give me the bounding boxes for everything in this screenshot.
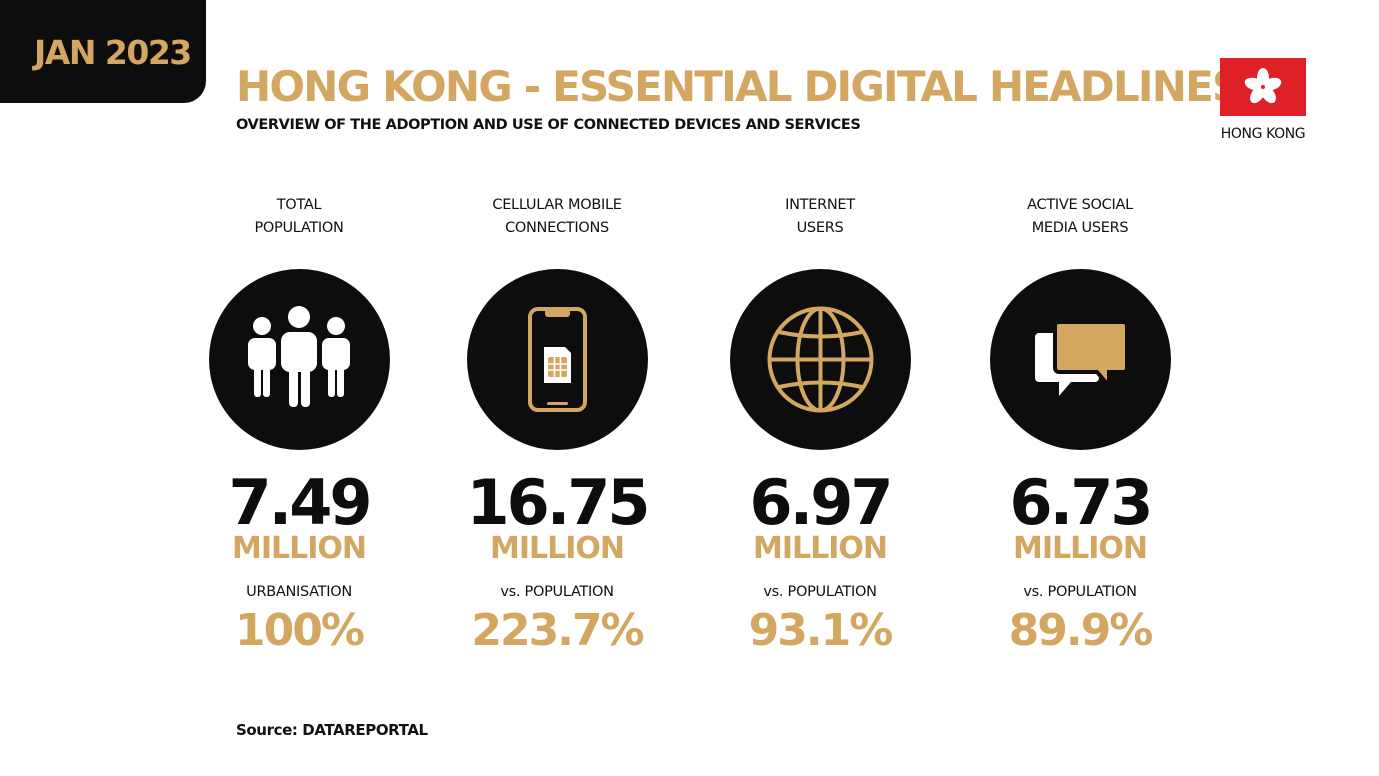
stat-sub-label: vs. POPULATION — [500, 584, 614, 600]
page-title: HONG KONG - ESSENTIAL DIGITAL HEADLINES — [236, 62, 1242, 111]
stat-unit: MILLION — [489, 531, 625, 566]
stat-value: 16.75 — [466, 466, 650, 539]
stat-unit: MILLION — [1012, 531, 1148, 566]
icon-circle — [466, 269, 648, 450]
mobile-phone-sim-icon — [527, 307, 587, 412]
icon-circle — [208, 269, 390, 450]
people-icon — [247, 306, 350, 407]
stat-sub-value: 100% — [235, 605, 365, 656]
stat-label: CELLULAR MOBILE CONNECTIONS — [492, 197, 622, 236]
stat-sub-label: URBANISATION — [246, 584, 352, 600]
stat-value: 6.73 — [1009, 466, 1154, 539]
stat-active-social-media-users: ACTIVE SOCIAL MEDIA USERS 6.73 MILLION v… — [960, 194, 1200, 656]
stat-total-population: TOTAL POPULATION 7.49 MILLION URBANISATI… — [179, 194, 419, 656]
date-tab: JAN 2023 — [0, 0, 206, 103]
stat-internet-users: INTERNET USERS 6.97 MILLION vs. POPULATI… — [700, 194, 940, 656]
icon-circle — [989, 269, 1171, 450]
stat-label: ACTIVE SOCIAL MEDIA USERS — [1027, 197, 1133, 236]
stat-sub-value: 93.1% — [748, 605, 894, 656]
stat-sub-label: vs. POPULATION — [763, 584, 877, 600]
globe-icon — [767, 306, 873, 413]
stat-sub-label: vs. POPULATION — [1023, 584, 1137, 600]
chat-bubbles-icon — [1034, 320, 1129, 396]
flag-label: HONG KONG — [1220, 126, 1306, 142]
stat-value: 6.97 — [749, 466, 894, 539]
page-subtitle: OVERVIEW OF THE ADOPTION AND USE OF CONN… — [236, 117, 861, 133]
stat-unit: MILLION — [231, 531, 367, 566]
icon-circle — [729, 269, 911, 450]
stat-sub-value: 223.7% — [471, 605, 644, 656]
stat-unit: MILLION — [752, 531, 888, 566]
stat-label: TOTAL POPULATION — [254, 197, 344, 236]
stat-value: 7.49 — [228, 466, 373, 539]
hong-kong-flag-icon — [1220, 58, 1306, 116]
stat-sub-value: 89.9% — [1008, 605, 1154, 656]
stat-cellular-mobile-connections: CELLULAR MOBILE CONNECTIONS 16.75 MILLIO… — [437, 194, 677, 656]
report-date: JAN 2023 — [34, 33, 192, 72]
source-note: Source: DATAREPORTAL — [236, 721, 428, 739]
stat-label: INTERNET USERS — [785, 197, 855, 236]
